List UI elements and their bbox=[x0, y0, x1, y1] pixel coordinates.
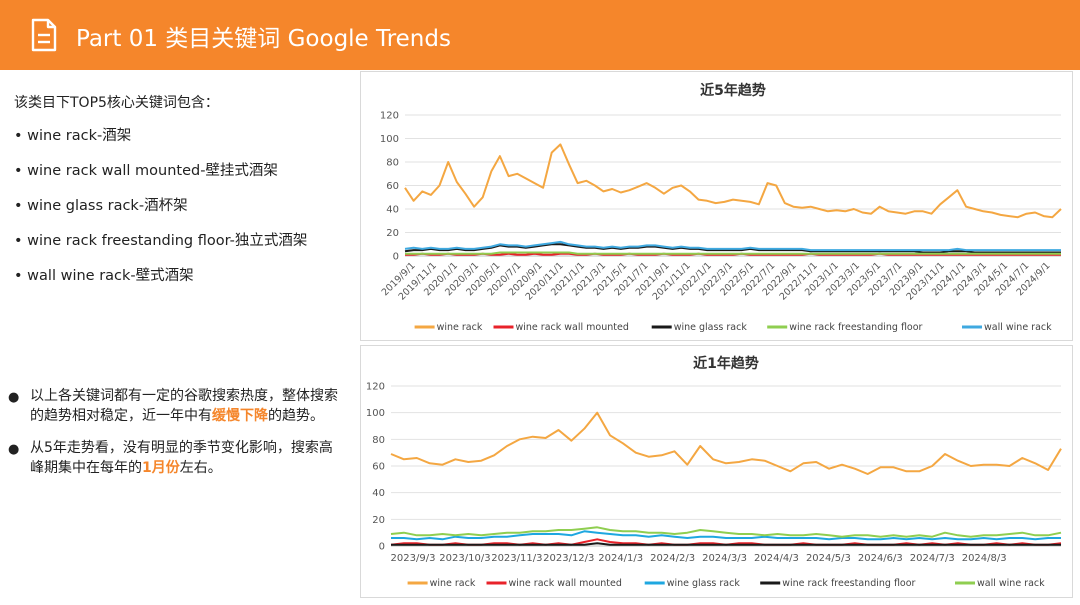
y-tick-label: 0 bbox=[393, 252, 399, 263]
document-icon bbox=[31, 18, 57, 52]
y-tick-label: 100 bbox=[380, 134, 399, 145]
legend-label: wine rack freestanding floor bbox=[789, 322, 922, 333]
keyword-list: wine rack-酒架 wine rack wall mounted-壁挂式酒… bbox=[14, 126, 307, 301]
legend-label: wine rack wall mounted bbox=[516, 322, 629, 333]
keyword-item: wall wine rack-壁式酒架 bbox=[14, 266, 307, 286]
y-tick-label: 80 bbox=[372, 435, 385, 446]
page-title: Part 01 类目关键词 Google Trends bbox=[76, 26, 451, 52]
chart-5-year-svg: 近5年趋势0204060801001202019/9/12019/11/1202… bbox=[380, 82, 1062, 333]
y-tick-label: 100 bbox=[366, 408, 385, 419]
x-tick-label: 2024/2/3 bbox=[650, 553, 695, 564]
y-tick-label: 40 bbox=[386, 205, 399, 216]
x-tick-label: 2024/1/3 bbox=[598, 553, 643, 564]
note-highlight: 缓慢下降 bbox=[212, 408, 268, 424]
legend-label: wine rack freestanding floor bbox=[782, 578, 915, 589]
y-tick-label: 60 bbox=[386, 181, 399, 192]
chart-5-year: 近5年趋势 0 20 40 60 80 100 120 2019/9/1 2019/11/1 202… bbox=[360, 71, 1073, 341]
keyword-item: wine rack wall mounted-壁挂式酒架 bbox=[14, 161, 307, 181]
legend-label: wall wine rack bbox=[984, 322, 1052, 333]
notes-list: ● 以上各关键词都有一定的谷歌搜索热度，整体搜索的趋势相对稳定，近一年中有缓慢下… bbox=[8, 386, 343, 490]
x-tick-label: 2024/3/3 bbox=[702, 553, 747, 564]
series-line bbox=[391, 530, 1061, 541]
y-tick-label: 120 bbox=[366, 382, 385, 393]
y-tick-label: 80 bbox=[386, 158, 399, 169]
note-item: ● 以上各关键词都有一定的谷歌搜索热度，整体搜索的趋势相对稳定，近一年中有缓慢下… bbox=[8, 386, 343, 426]
chart-1-year: 近1年趋势 0 20 40 60 80 100 120 2023/9/3 2023/10/3 202… bbox=[360, 345, 1073, 598]
legend-label: wine rack wall mounted bbox=[509, 578, 622, 589]
y-tick-label: 20 bbox=[386, 228, 399, 239]
chart-title: 近1年趋势 bbox=[693, 355, 759, 372]
legend-label: wine rack bbox=[437, 322, 483, 333]
y-tick-label: 20 bbox=[372, 515, 385, 526]
x-tick-label: 2024/4/3 bbox=[754, 553, 799, 564]
note-text: 左右。 bbox=[179, 460, 222, 476]
x-tick-label: 2023/11/3 bbox=[491, 553, 542, 564]
keyword-item: wine glass rack-酒杯架 bbox=[14, 196, 307, 216]
header-bar: Part 01 类目关键词 Google Trends bbox=[0, 0, 1080, 70]
note-item: ● 从5年走势看，没有明显的季节变化影响，搜索高峰期集中在每年的1月份左右。 bbox=[8, 438, 343, 478]
note-text: 的趋势。 bbox=[268, 408, 324, 424]
y-tick-label: 120 bbox=[380, 111, 399, 122]
bullet-icon: ● bbox=[8, 442, 20, 457]
note-text: 以上各关键词都有一定的谷歌搜索热度，整体搜索的趋势相对稳定，近一年中有 bbox=[30, 388, 338, 424]
series-line bbox=[405, 251, 1061, 255]
keyword-item: wine rack-酒架 bbox=[14, 126, 307, 146]
y-tick-label: 0 bbox=[379, 542, 385, 553]
keyword-item: wine rack freestanding floor-独立式酒架 bbox=[14, 231, 307, 251]
bullet-icon: ● bbox=[8, 390, 20, 405]
series-line bbox=[404, 143, 1062, 219]
x-tick-label: 2024/7/3 bbox=[910, 553, 955, 564]
x-tick-label: 2024/6/3 bbox=[858, 553, 903, 564]
y-tick-label: 60 bbox=[372, 462, 385, 473]
note-highlight: 1月份 bbox=[142, 460, 180, 476]
intro-text: 该类目下TOP5核心关键词包含： bbox=[14, 95, 219, 111]
note-text: 从5年走势看，没有明显的季节变化影响，搜索高峰期集中在每年的 bbox=[30, 440, 333, 476]
series-line bbox=[391, 542, 1061, 546]
legend-label: wine glass rack bbox=[667, 578, 741, 589]
x-tick-label: 2023/9/3 bbox=[391, 553, 436, 564]
y-tick-label: 40 bbox=[372, 488, 385, 499]
legend-label: wine glass rack bbox=[674, 322, 748, 333]
x-tick-label: 2024/8/3 bbox=[962, 553, 1007, 564]
series-line bbox=[390, 411, 1062, 475]
legend-label: wall wine rack bbox=[977, 578, 1045, 589]
x-tick-label: 2023/10/3 bbox=[439, 553, 490, 564]
series-line bbox=[390, 526, 1062, 538]
x-tick-label: 2024/5/3 bbox=[806, 553, 851, 564]
x-tick-label: 2023/12/3 bbox=[543, 553, 594, 564]
series-line bbox=[404, 243, 1061, 254]
series-line bbox=[405, 252, 1061, 256]
chart-title: 近5年趋势 bbox=[700, 82, 766, 99]
legend-label: wine rack bbox=[430, 578, 476, 589]
series-line bbox=[404, 240, 1061, 252]
